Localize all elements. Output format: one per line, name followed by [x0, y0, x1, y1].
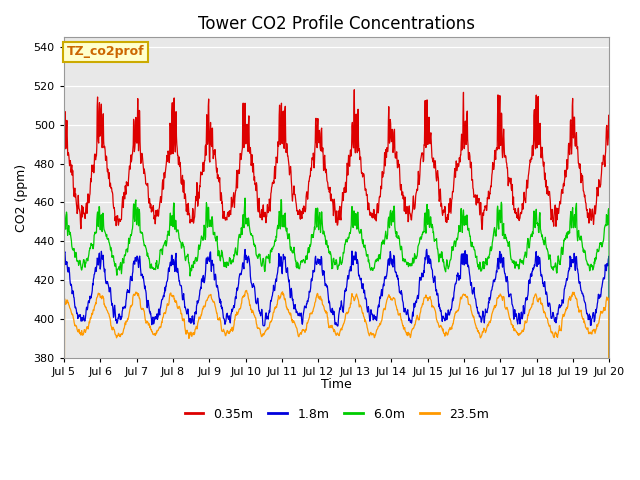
6.0m [241, 195, 249, 201]
23.5m [243, 288, 250, 293]
1.8m [541, 282, 549, 288]
23.5m [181, 326, 189, 332]
6.0m [493, 225, 500, 231]
X-axis label: Time: Time [321, 378, 352, 391]
1.8m [493, 269, 500, 275]
23.5m [422, 295, 429, 300]
0.35m [243, 133, 250, 139]
Text: TZ_co2prof: TZ_co2prof [67, 45, 144, 59]
Legend: 0.35m, 1.8m, 6.0m, 23.5m: 0.35m, 1.8m, 6.0m, 23.5m [180, 403, 493, 425]
1.8m [168, 252, 176, 258]
6.0m [168, 213, 176, 218]
6.0m [422, 224, 429, 229]
0.35m [181, 191, 189, 197]
0.35m [168, 109, 176, 115]
1.8m [243, 252, 250, 258]
23.5m [541, 310, 549, 315]
Line: 6.0m: 6.0m [64, 198, 609, 480]
Title: Tower CO2 Profile Concentrations: Tower CO2 Profile Concentrations [198, 15, 475, 33]
0.35m [493, 145, 500, 151]
6.0m [181, 256, 189, 262]
Line: 23.5m: 23.5m [64, 290, 609, 480]
23.5m [243, 288, 250, 294]
1.8m [181, 304, 189, 310]
1.8m [423, 246, 431, 252]
6.0m [243, 216, 250, 221]
1.8m [421, 254, 429, 260]
0.35m [541, 170, 549, 176]
23.5m [168, 293, 176, 299]
23.5m [493, 297, 500, 302]
0.35m [422, 129, 429, 134]
6.0m [541, 239, 549, 245]
Y-axis label: CO2 (ppm): CO2 (ppm) [15, 164, 28, 232]
0.35m [351, 87, 358, 93]
Line: 1.8m: 1.8m [64, 249, 609, 480]
0.35m [605, 143, 613, 148]
Line: 0.35m: 0.35m [64, 90, 609, 480]
